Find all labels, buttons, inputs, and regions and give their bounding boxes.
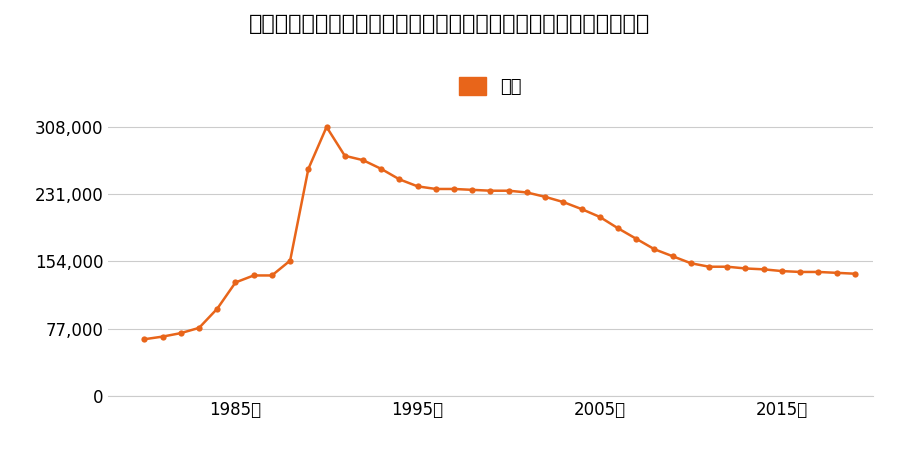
Legend: 価格: 価格 (452, 69, 529, 103)
Text: 神奈川県横浜市戸塚区公田町字荒井沢１０１９番３２外の地価推移: 神奈川県横浜市戸塚区公田町字荒井沢１０１９番３２外の地価推移 (249, 14, 651, 33)
